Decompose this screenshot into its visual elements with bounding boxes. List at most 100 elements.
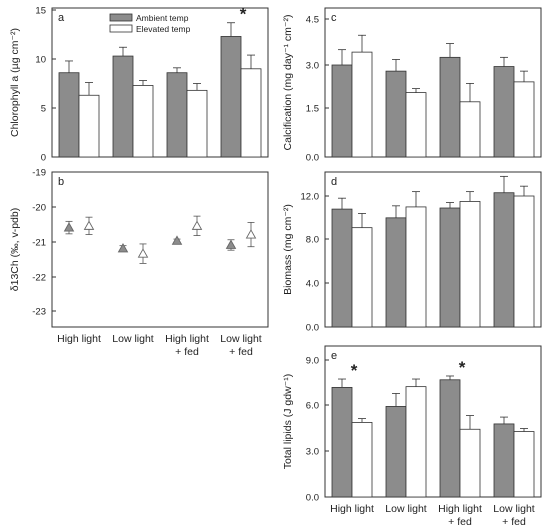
bar	[439, 56, 461, 158]
x-tick-label: High light	[438, 503, 482, 515]
significance-star: *	[459, 358, 466, 377]
bar	[166, 72, 188, 158]
y-tick-label: 3.0	[306, 447, 319, 458]
y-tick-label: -21	[32, 238, 46, 249]
x-tick-label: + fed	[448, 516, 472, 528]
bar	[112, 55, 134, 158]
y-tick-label: 1.5	[306, 104, 319, 115]
y-tick-label: 0	[41, 153, 46, 164]
y-tick-label: 6.0	[306, 401, 319, 412]
y-tick-label: 4.5	[306, 15, 319, 26]
bar	[331, 208, 353, 328]
x-tick-label: High light	[57, 333, 101, 345]
x-tick-label: + fed	[502, 516, 526, 528]
significance-star: *	[351, 361, 358, 380]
bar	[493, 192, 515, 328]
panel-letter: e	[331, 350, 337, 362]
x-tick-label: Low light	[493, 503, 535, 515]
panel-letter: c	[331, 12, 337, 24]
data-point	[63, 222, 75, 232]
bar	[513, 195, 535, 328]
bar	[493, 423, 515, 498]
y-tick-label: 0.0	[306, 323, 319, 334]
plot-frame	[324, 7, 542, 158]
y-axis-label: Chlorophyll a (µg cm⁻²)	[9, 28, 21, 137]
data-point	[191, 220, 203, 230]
y-tick-label: 8.0	[306, 235, 319, 246]
legend-swatch	[109, 24, 133, 33]
bar	[459, 428, 481, 498]
x-tick-label: Low light	[112, 333, 154, 345]
bar	[459, 201, 481, 328]
bar	[439, 207, 461, 328]
y-tick-label: 5	[41, 104, 46, 115]
y-tick-label: 0.0	[306, 153, 319, 164]
panel-letter: d	[331, 176, 337, 188]
y-axis-label: Biomass (mg cm⁻²)	[282, 204, 294, 295]
y-tick-label: -23	[32, 307, 46, 318]
panel-letter: a	[58, 12, 65, 24]
panel-b: -19 -20 -21 -22 -23 b δ13Ch (‰, v-pdb)	[9, 168, 269, 328]
panel-a: 0 5 10 15 a Chlorophyll a (µg cm⁻²) * Ambient t…	[9, 5, 269, 164]
legend-swatch	[109, 13, 133, 22]
bar	[351, 227, 373, 328]
y-tick-label: -19	[32, 168, 46, 179]
data-point	[171, 235, 183, 245]
x-tick-label: High light	[330, 503, 374, 515]
panel-letter: b	[58, 176, 64, 188]
bar	[405, 206, 427, 328]
panel-d: 0.0 4.0 8.0 12.0 d Biomass (mg cm⁻²)	[282, 171, 542, 334]
bar	[58, 72, 80, 158]
x-tick-label: + fed	[175, 346, 199, 358]
y-tick-label: 12.0	[301, 192, 320, 203]
y-tick-label: -20	[32, 203, 46, 214]
y-tick-label: 3.0	[306, 61, 319, 72]
y-axis-label: Total lipids (J gdw⁻¹)	[282, 374, 294, 469]
bar	[493, 66, 515, 158]
bar	[385, 217, 407, 328]
bar	[186, 89, 208, 158]
x-tick-label: Low light	[385, 503, 427, 515]
bar	[132, 85, 154, 158]
bar	[385, 406, 407, 498]
significance-star: *	[240, 5, 247, 24]
plot-frame	[324, 171, 542, 328]
bar	[351, 51, 373, 158]
plot-frame	[51, 7, 269, 158]
data-point	[225, 239, 237, 249]
bar	[331, 64, 353, 158]
panel-e: 0.0 3.0 6.0 9.0 e Total lipids (J gdw⁻¹) * *	[282, 345, 542, 504]
y-tick-label: 15	[35, 6, 46, 17]
data-point	[137, 248, 149, 258]
bar	[459, 101, 481, 158]
y-tick-label: 10	[35, 55, 46, 66]
bar	[240, 68, 262, 158]
bar	[220, 36, 242, 158]
bar	[405, 386, 427, 498]
panel-c: 0.0 1.5 3.0 4.5 c Calcification (mg day⁻¹ cm⁻…	[282, 7, 542, 164]
y-tick-label: -22	[32, 273, 46, 284]
bar	[439, 379, 461, 498]
data-point	[117, 243, 129, 253]
x-tick-label: Low light	[220, 333, 262, 345]
y-tick-label: 4.0	[306, 279, 319, 290]
bar	[351, 422, 373, 498]
bar	[78, 94, 100, 158]
bar	[331, 386, 353, 498]
bar	[385, 70, 407, 158]
bar	[513, 81, 535, 158]
plot-frame	[51, 171, 269, 328]
legend-label: Ambient temp	[136, 13, 189, 23]
bar	[405, 92, 427, 158]
data-point	[83, 220, 95, 230]
y-axis-label: δ13Ch (‰, v-pdb)	[9, 208, 21, 291]
y-tick-label: 9.0	[306, 356, 319, 367]
data-point	[245, 229, 257, 239]
bar	[513, 431, 535, 498]
plot-frame	[324, 345, 542, 498]
y-axis-label: Calcification (mg day⁻¹ cm⁻²)	[282, 15, 294, 151]
y-tick-label: 0.0	[306, 493, 319, 504]
x-tick-label: High light	[165, 333, 209, 345]
legend-label: Elevated temp	[136, 24, 191, 34]
